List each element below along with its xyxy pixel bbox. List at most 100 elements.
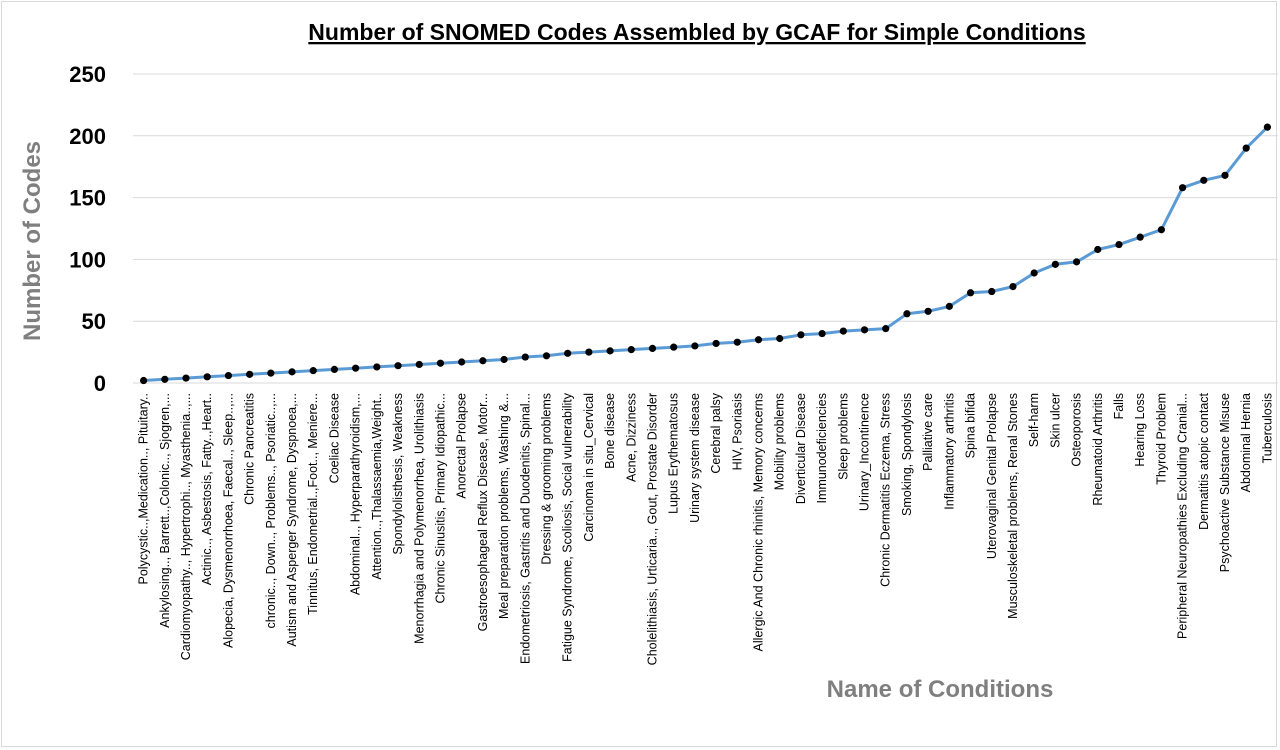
- data-point: [140, 376, 148, 385]
- data-point: [1051, 260, 1059, 268]
- data-point: [1263, 123, 1271, 131]
- x-tick-label: Urinary_Incontinence: [858, 393, 872, 511]
- x-tick-label: Palliative care: [921, 393, 935, 471]
- data-points: [140, 123, 1271, 385]
- x-tick-label: HIV, Psoriasis: [730, 393, 744, 470]
- data-point: [988, 287, 996, 296]
- x-tick-label: Ankylosing.., Barrett..,Colonic.., Sjogr…: [158, 393, 172, 628]
- data-point: [1242, 144, 1250, 152]
- y-axis-ticks: 0 50 100 150 200 250: [69, 62, 106, 396]
- data-point: [1009, 282, 1017, 291]
- data-point: [352, 364, 360, 372]
- data-point: [1030, 269, 1038, 277]
- data-point: [224, 371, 233, 380]
- data-point: [1200, 176, 1208, 184]
- data-point: [288, 368, 296, 376]
- y-tick-label: 100: [69, 247, 106, 272]
- x-tick-label: Chronic Pancreatitis: [243, 393, 257, 505]
- x-tick-label: Diverticular Disease: [794, 393, 808, 504]
- x-tick-label: Coeliac Disease: [327, 393, 341, 483]
- x-tick-label: Menorrhagia and Polymenorrhea, Urolithia…: [412, 393, 426, 644]
- x-tick-label: Meal preparation problems, Washing &...: [497, 393, 511, 619]
- y-tick-label: 50: [82, 309, 106, 334]
- data-point: [1094, 245, 1102, 254]
- x-tick-label: Smoking, Spondylosis: [900, 393, 914, 516]
- data-point: [945, 302, 953, 310]
- data-point: [309, 367, 317, 375]
- x-tick-label: Osteoporosis: [1070, 393, 1084, 467]
- data-point: [776, 334, 784, 343]
- data-point: [627, 346, 635, 354]
- x-tick-label: Rheumatoid Arthritis: [1091, 393, 1105, 506]
- x-tick-label: Spondylolisthesis, Weakness: [391, 393, 405, 555]
- data-point: [521, 353, 529, 361]
- y-tick-label: 200: [69, 124, 106, 149]
- x-tick-label: chronic.., Down.., Problems.., Psoriatic…: [264, 393, 278, 629]
- x-tick-label: Carcinoma in situ_Cervical: [582, 393, 596, 542]
- x-tick-label: Hearing Loss: [1133, 393, 1147, 467]
- data-point: [436, 359, 445, 367]
- x-tick-label: Cerebral palsy: [709, 392, 723, 473]
- x-tick-label: Sleep problems: [836, 393, 850, 480]
- data-point: [606, 347, 614, 355]
- data-point: [564, 349, 572, 357]
- x-tick-label: Immunodeficiencies: [815, 393, 829, 503]
- x-tick-label: Mobility problems: [773, 393, 787, 490]
- x-tick-label: Abdominal Hernia: [1239, 393, 1253, 492]
- x-axis-ticks: Polycystic..,Medication.., Pituitary.. An…: [137, 392, 1275, 665]
- x-tick-label: Actinic.., Asbestosis, Fatty..,Heart..: [200, 393, 214, 585]
- data-point: [882, 325, 890, 333]
- x-tick-label: Tinnitus, Endometrial..,Foot.., Meniere.…: [306, 393, 320, 615]
- data-point: [330, 365, 339, 374]
- x-tick-label: Skin ulcer: [1048, 393, 1062, 448]
- data-point: [966, 289, 975, 297]
- x-tick-label: Lupus Erythematosus: [667, 393, 681, 514]
- data-point: [648, 344, 657, 352]
- data-point: [415, 360, 423, 369]
- x-tick-label: Thyroid Problem: [1154, 393, 1168, 485]
- gridlines: [133, 73, 1278, 322]
- x-tick-label: Bone disease: [603, 393, 617, 469]
- data-point: [1136, 233, 1144, 241]
- x-axis-label: Name of Conditions: [827, 676, 1054, 703]
- data-point: [1115, 240, 1123, 249]
- x-tick-label: Gastroesophageal Reflux Disease, Motor..…: [476, 393, 490, 631]
- x-tick-label: Acne, Dizziness: [624, 393, 638, 482]
- x-tick-label: Musculoskeletal problems, Renal Stones: [1006, 393, 1020, 619]
- data-point: [542, 352, 551, 360]
- data-point: [712, 339, 720, 348]
- x-tick-label: Cardiomyopathy.., Hypertrophi.., Myasthe…: [179, 393, 193, 660]
- data-point: [733, 338, 741, 346]
- data-point: [479, 357, 487, 365]
- x-tick-label: Allergic And Chronic rhinitis, Memory co…: [752, 393, 766, 651]
- data-point: [1221, 171, 1229, 179]
- data-point: [267, 369, 275, 377]
- x-tick-label: Autism and Asperger Syndrome, Dyspnoea,.…: [285, 393, 299, 647]
- y-tick-label: 0: [94, 371, 106, 396]
- data-point: [458, 358, 466, 366]
- x-tick-label: Dressing & grooming problems: [539, 393, 553, 565]
- data-point: [839, 327, 847, 335]
- data-point: [797, 331, 805, 339]
- data-point: [373, 363, 381, 371]
- data-point: [203, 373, 211, 381]
- y-tick-label: 250: [69, 62, 106, 87]
- x-tick-label: Chronic Dermatitis Eczema, Stress: [879, 393, 893, 587]
- data-point: [394, 362, 402, 370]
- data-point: [818, 329, 826, 338]
- x-tick-label: Inflammatory arthritis: [942, 393, 956, 510]
- x-tick-label: Spina bifida: [964, 393, 978, 458]
- data-point: [182, 374, 190, 382]
- data-point: [924, 307, 932, 315]
- x-tick-label: Attention..,Thalassaemia,Weight..: [370, 393, 384, 580]
- x-tick-label: Uterovaginal Genital Prolapse: [985, 393, 999, 559]
- data-point: [860, 326, 869, 334]
- chart-title: Number of SNOMED Codes Assembled by GCAF…: [308, 19, 1085, 45]
- data-point: [246, 370, 254, 378]
- data-point: [903, 310, 911, 318]
- data-point: [1072, 258, 1081, 266]
- x-tick-label: Cholelithiasis, Urticaria.., Gout, Prost…: [645, 393, 659, 665]
- x-tick-label: Tuberculosis: [1260, 393, 1274, 463]
